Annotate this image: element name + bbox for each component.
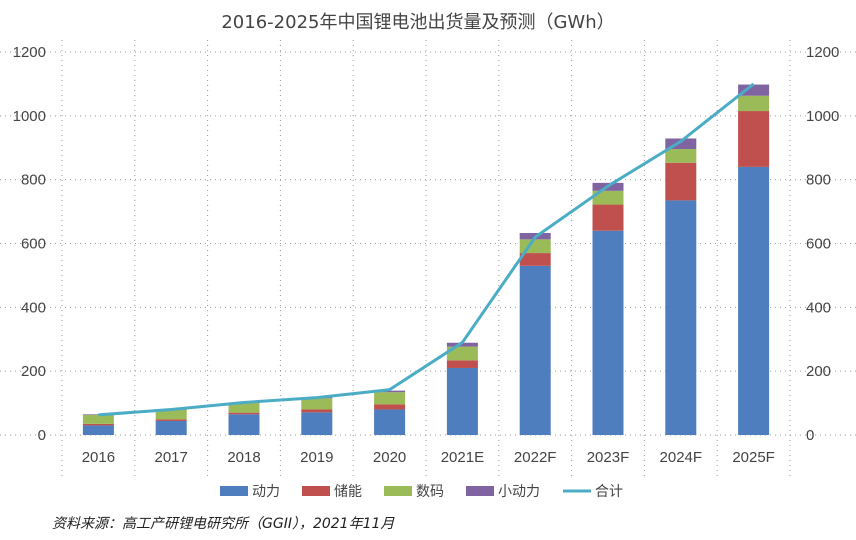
line-series-total: [98, 82, 755, 417]
bar-segment-3-8: [665, 138, 697, 150]
y-tick-label-right: 600: [806, 236, 831, 253]
x-tick-label: 2022F: [514, 449, 557, 466]
bar-segment-1-4: [374, 404, 406, 410]
y-tick-label-left: 1000: [13, 108, 46, 125]
bar-segment-1-0: [82, 423, 114, 426]
bar-segment-0-6: [519, 265, 551, 435]
bar-segment-1-3: [301, 409, 333, 413]
bars: [82, 84, 770, 435]
y-tick-label-right: 200: [806, 363, 831, 380]
bar-segment-0-8: [665, 200, 697, 435]
legend-swatch: [384, 486, 412, 496]
legend-label: 储能: [334, 484, 362, 500]
x-axis: 2016 2017 2018 2019 2020 2021E 2022F 2023F 2024F…: [82, 449, 775, 466]
total-line: [98, 82, 755, 417]
bar-segment-0-3: [301, 412, 333, 435]
bar-segment-2-9: [738, 95, 770, 112]
legend-label: 动力: [252, 484, 280, 500]
x-tick-label: 2019: [300, 449, 333, 466]
y-tick-label-left: 800: [21, 172, 46, 189]
x-tick-label: 2018: [227, 449, 260, 466]
bar-segment-2-4: [374, 392, 406, 405]
bar-segment-1-1: [155, 419, 187, 421]
x-tick-label: 2016: [82, 449, 115, 466]
y-tick-label-left: 400: [21, 299, 46, 316]
y-tick-label-right: 800: [806, 172, 831, 189]
legend-label: 合计: [595, 484, 623, 500]
bar-segment-2-2: [228, 403, 260, 413]
x-tick-label: 2020: [373, 449, 406, 466]
bar-segment-2-0: [82, 414, 114, 424]
legend: 动力 储能 数码 小动力 合计: [220, 484, 623, 500]
y-tick-label-left: 200: [21, 363, 46, 380]
x-tick-label: 2023F: [587, 449, 630, 466]
bar-segment-0-9: [738, 166, 770, 435]
y-axis-left: 0 200 400 600 800 1000 1200: [13, 44, 46, 444]
x-tick-label: 2021E: [441, 449, 484, 466]
bar-segment-1-8: [665, 162, 697, 201]
y-tick-label-right: 1000: [806, 108, 839, 125]
bar-segment-2-1: [155, 409, 187, 420]
bar-segment-3-4: [374, 390, 406, 393]
legend-label: 小动力: [498, 484, 540, 500]
y-tick-label-left: 1200: [13, 44, 46, 61]
chart-title: 2016-2025年中国锂电池出货量及预测（GWh）: [221, 12, 614, 33]
y-tick-label-right: 1200: [806, 44, 839, 61]
bar-segment-0-5: [446, 367, 478, 435]
source-note: 资料来源：高工产研锂电研究所（GGII），2021年11月: [52, 516, 395, 532]
bar-segment-2-5: [446, 346, 478, 361]
y-tick-label-right: 0: [806, 427, 814, 444]
bar-segment-0-1: [155, 420, 187, 435]
bar-segment-3-9: [738, 84, 770, 96]
x-tick-label: 2024F: [660, 449, 703, 466]
bar-segment-2-3: [301, 398, 333, 410]
bar-segment-1-7: [592, 204, 624, 231]
legend-label: 数码: [416, 484, 444, 500]
bar-segment-0-2: [228, 414, 260, 435]
legend-swatch: [220, 486, 248, 496]
bar-segment-1-6: [519, 253, 551, 266]
y-tick-label-left: 600: [21, 236, 46, 253]
y-axis-right: 0 200 400 600 800 1000 1200: [806, 44, 839, 444]
bar-segment-1-9: [738, 111, 770, 167]
x-tick-label: 2017: [155, 449, 188, 466]
bar-segment-1-2: [228, 412, 260, 415]
x-tick-label: 2025F: [732, 449, 775, 466]
legend-swatch: [302, 486, 330, 496]
bar-segment-0-0: [82, 425, 114, 435]
bar-segment-0-7: [592, 230, 624, 435]
y-tick-label-left: 0: [38, 427, 46, 444]
y-tick-label-right: 400: [806, 299, 831, 316]
bar-segment-3-5: [446, 342, 478, 347]
bar-segment-2-8: [665, 149, 697, 163]
bar-segment-1-5: [446, 360, 478, 368]
bar-segment-0-4: [374, 409, 406, 435]
bar-segment-2-7: [592, 190, 624, 205]
legend-swatch: [466, 486, 494, 496]
